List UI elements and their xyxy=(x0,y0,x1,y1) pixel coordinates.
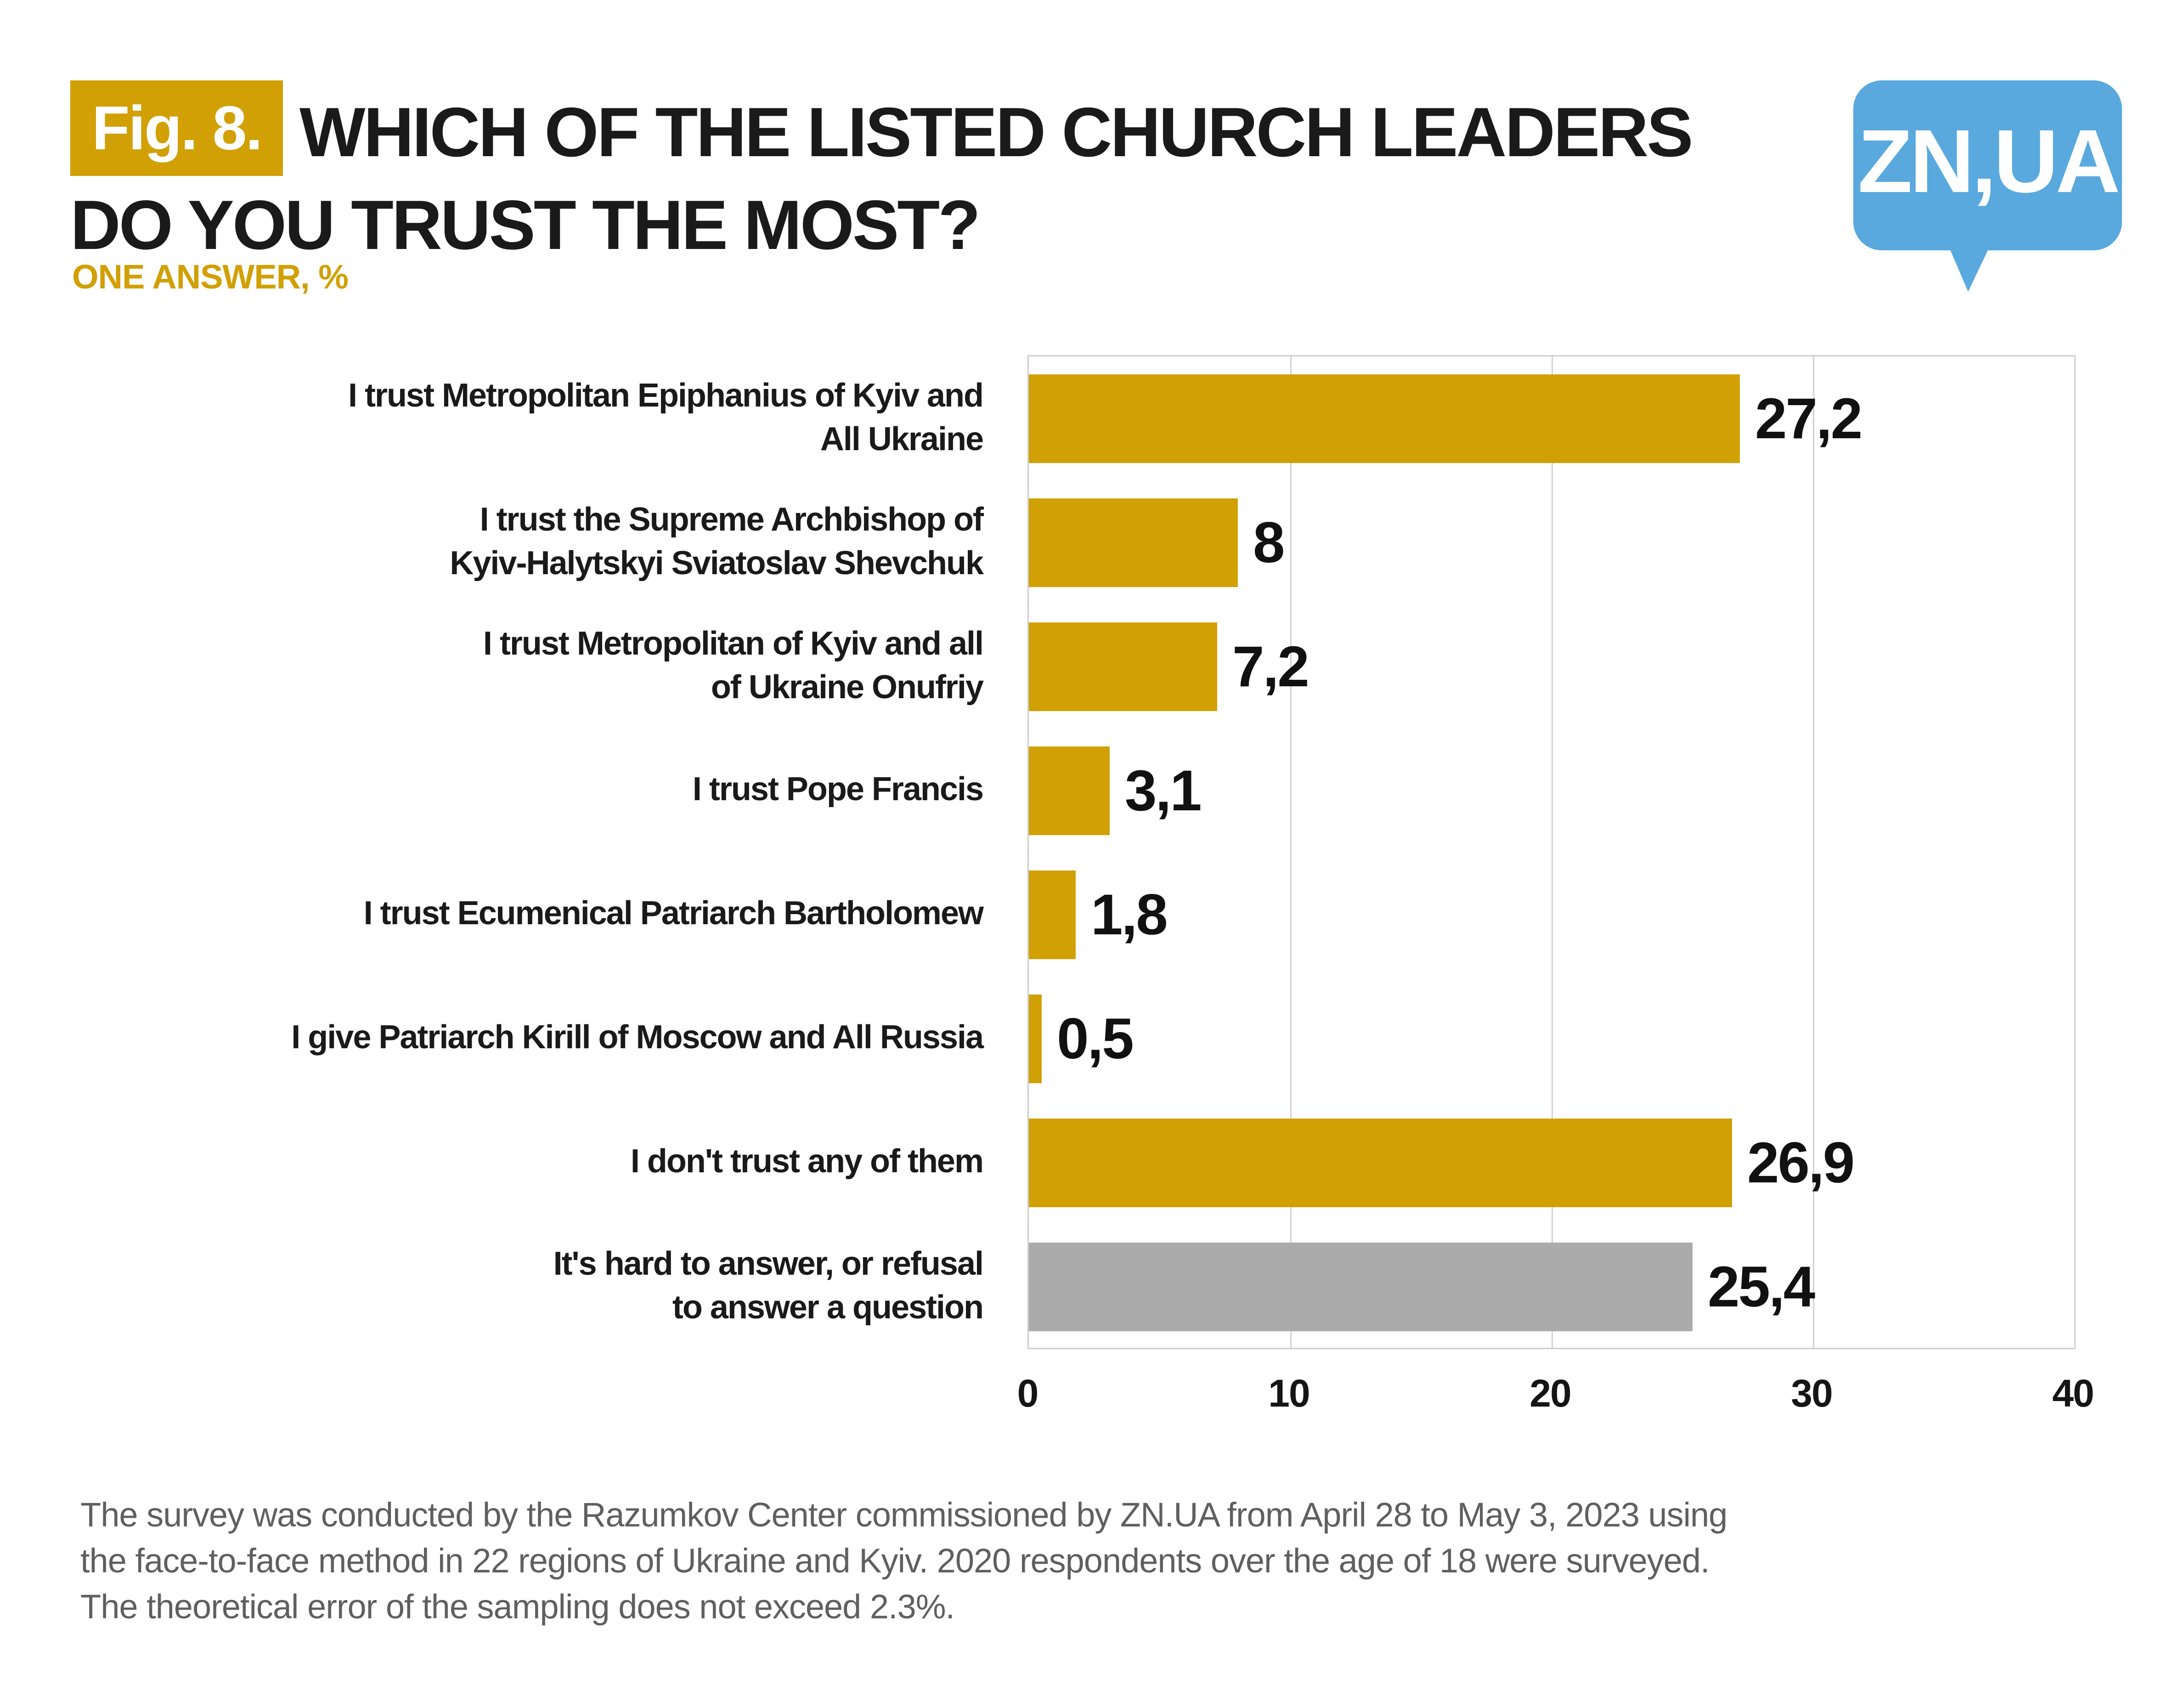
category-label: I trust Pope Francis xyxy=(69,745,984,834)
bar-row: 7,2 xyxy=(1029,622,2074,711)
category-label-line: to answer a question xyxy=(672,1289,984,1326)
bar xyxy=(1029,374,1740,463)
category-label-line: I trust Pope Francis xyxy=(692,771,984,808)
bar xyxy=(1029,498,1238,587)
bar-row: 0,5 xyxy=(1029,995,2074,1083)
bar xyxy=(1029,995,1042,1083)
bar-value-label: 7,2 xyxy=(1232,635,1309,699)
category-label-line: I trust the Supreme Archbishop of xyxy=(480,501,984,538)
category-label-line: It's hard to answer, or refusal xyxy=(553,1245,984,1282)
gridline xyxy=(1552,356,1553,1348)
category-label: It's hard to answer, or refusal to answer… xyxy=(69,1241,984,1330)
x-tick-label: 20 xyxy=(1529,1372,1571,1415)
footer-line: The theoretical error of the sampling do… xyxy=(80,1588,955,1626)
page-title-line1: WHICH OF THE LISTED CHURCH LEADERS xyxy=(299,93,1693,171)
category-label-line: of Ukraine Onufriy xyxy=(711,668,984,706)
bar-value-label: 26,9 xyxy=(1747,1131,1855,1195)
gridline xyxy=(1290,356,1292,1348)
category-labels: I trust Metropolitan Epiphanius of Kyiv … xyxy=(69,355,984,1346)
bar-row: 27,2 xyxy=(1029,374,2074,463)
figure-number-badge: Fig. 8. xyxy=(70,80,283,176)
category-label-line: I trust Metropolitan Epiphanius of Kyiv … xyxy=(348,377,984,414)
category-label-line: I don't trust any of them xyxy=(630,1143,984,1180)
bar-value-label: 27,2 xyxy=(1755,387,1862,451)
footer-line: the face-to-face method in 22 regions of… xyxy=(80,1542,1710,1580)
bar-value-label: 0,5 xyxy=(1057,1007,1134,1071)
bar-row: 3,1 xyxy=(1029,746,2074,835)
bar-row: 26,9 xyxy=(1029,1119,2074,1207)
bar-value-label: 8 xyxy=(1253,511,1285,575)
category-label: I trust Ecumenical Patriarch Bartholomew xyxy=(69,869,984,958)
category-label: I don't trust any of them xyxy=(69,1117,984,1206)
x-tick-label: 30 xyxy=(1791,1372,1833,1415)
category-label-line: I trust Ecumenical Patriarch Bartholomew xyxy=(363,895,984,932)
chart-subtitle: ONE ANSWER, % xyxy=(72,258,349,296)
bar xyxy=(1029,746,1110,835)
footer-note: The survey was conducted by the Razumkov… xyxy=(80,1492,2111,1630)
bar xyxy=(1029,1243,1693,1331)
bar xyxy=(1029,870,1076,959)
category-label: I trust Metropolitan Epiphanius of Kyiv … xyxy=(69,373,984,462)
bar-value-label: 1,8 xyxy=(1091,883,1168,947)
bar xyxy=(1029,622,1217,711)
category-label: I give Patriarch Kirill of Moscow and Al… xyxy=(69,993,984,1082)
bar-row: 25,4 xyxy=(1029,1243,2074,1331)
plot-area: 27,2 8 7,2 3,1 1,8 0,5 26,9 25,4 xyxy=(1027,355,2076,1349)
category-label: I trust Metropolitan of Kyiv and all of U… xyxy=(69,621,984,710)
x-axis: 0 10 20 30 40 xyxy=(1017,1371,2094,1426)
gridline xyxy=(1813,356,1814,1348)
znua-logo-text: ZN,UA xyxy=(1857,111,2121,211)
x-tick-label: 0 xyxy=(1017,1372,1039,1415)
category-label-line: I give Patriarch Kirill of Moscow and Al… xyxy=(291,1019,984,1056)
page-title-line2: DO YOU TRUST THE MOST? xyxy=(70,186,981,264)
x-tick-label: 40 xyxy=(2052,1372,2094,1415)
znua-logo: ZN,UA xyxy=(1853,80,2122,250)
category-label-line: All Ukraine xyxy=(820,420,984,458)
bar-value-label: 3,1 xyxy=(1125,759,1202,823)
bar-row: 1,8 xyxy=(1029,870,2074,959)
znua-logo-tail-icon xyxy=(1947,243,1991,292)
x-tick-label: 10 xyxy=(1268,1372,1310,1415)
category-label: I trust the Supreme Archbishop of Kyiv-Ha… xyxy=(69,497,984,586)
category-label-line: I trust Metropolitan of Kyiv and all xyxy=(483,625,984,662)
bar-value-label: 25,4 xyxy=(1708,1255,1815,1319)
bar xyxy=(1029,1119,1732,1207)
footer-line: The survey was conducted by the Razumkov… xyxy=(80,1496,1727,1534)
category-label-line: Kyiv-Halytskyi Sviatoslav Shevchuk xyxy=(450,544,984,582)
bar-row: 8 xyxy=(1029,498,2074,587)
